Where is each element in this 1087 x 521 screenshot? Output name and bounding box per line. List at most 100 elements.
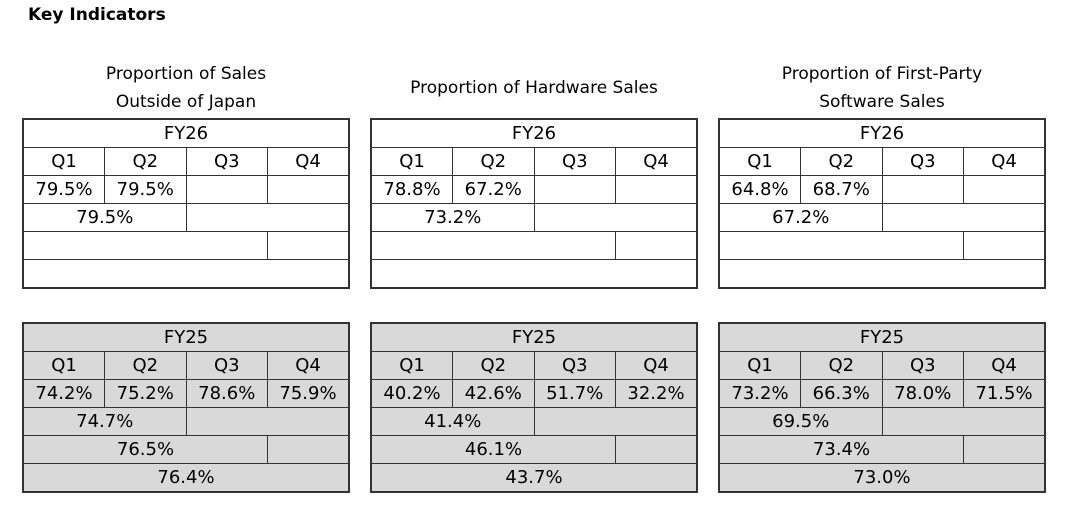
table-cell (533, 175, 616, 204)
table-row: Q1 Q2 Q3 Q4 (718, 147, 1046, 176)
table-cell (963, 231, 1046, 260)
table-cell: Q2 (452, 147, 535, 176)
table-cell (22, 259, 350, 289)
table-cell (370, 231, 616, 260)
table-row (718, 231, 1046, 260)
table-cell (718, 259, 1046, 289)
table-cell: 67.2% (452, 175, 535, 204)
table-cell: 78.6% (185, 379, 268, 408)
table-cell: Q2 (800, 147, 883, 176)
panel-title-line: Proportion of Hardware Sales (410, 78, 658, 98)
table-row: 79.5% 79.5% (22, 175, 350, 204)
table-row: FY26 (22, 118, 350, 148)
table-row: 76.4% (22, 463, 350, 493)
table-cell: 74.7% (22, 407, 187, 436)
table-cell (370, 259, 698, 289)
table-row: Q1 Q2 Q3 Q4 (370, 351, 698, 380)
table-cell: Q3 (533, 147, 616, 176)
table-cell: 32.2% (615, 379, 698, 408)
table-row: FY25 (22, 322, 350, 352)
table-row (718, 259, 1046, 289)
table-cell (615, 231, 698, 260)
table-cell: Q4 (615, 351, 698, 380)
table-row: 78.8% 67.2% (370, 175, 698, 204)
table-cell: 64.8% (718, 175, 801, 204)
table-cell (718, 231, 964, 260)
indicator-table: FY26 Q1 Q2 Q3 Q4 64.8% 68.7% 67.2% (718, 118, 1046, 289)
table-row (370, 231, 698, 260)
panel-title: Proportion of Hardware Sales (370, 60, 698, 116)
table-cell (185, 175, 268, 204)
table-cell: Q3 (881, 351, 964, 380)
panel-title-line: Software Sales (819, 92, 945, 112)
table-cell: Q3 (185, 351, 268, 380)
table-cell: Q1 (22, 147, 105, 176)
table-cell: FY25 (22, 322, 350, 352)
table-cell: 78.8% (370, 175, 453, 204)
table-cell: Q3 (881, 147, 964, 176)
table-row: 46.1% (370, 435, 698, 464)
table-cell: Q4 (267, 147, 350, 176)
table-cell: 51.7% (533, 379, 616, 408)
table-row (22, 231, 350, 260)
table-cell: 75.9% (267, 379, 350, 408)
panel-title-line: Proportion of First-Party (781, 64, 983, 84)
panel-title: Proportion of Sales Outside of Japan (22, 60, 350, 116)
table-row: 73.2% 66.3% 78.0% 71.5% (718, 379, 1046, 408)
table-row: 76.5% (22, 435, 350, 464)
table-row: FY26 (718, 118, 1046, 148)
table-cell: 79.5% (22, 175, 105, 204)
table-cell (185, 407, 350, 436)
table-row: 79.5% (22, 203, 350, 232)
table-cell: 73.0% (718, 463, 1046, 493)
table-row: FY25 (370, 322, 698, 352)
table-cell: FY25 (370, 322, 698, 352)
table-cell (185, 203, 350, 232)
table-cell: Q3 (533, 351, 616, 380)
table-cell: 73.2% (370, 203, 535, 232)
table-cell (267, 175, 350, 204)
table-cell: 42.6% (452, 379, 535, 408)
table-row: 67.2% (718, 203, 1046, 232)
table-cell: Q1 (718, 147, 801, 176)
table-cell: FY26 (370, 118, 698, 148)
table-cell: 73.4% (718, 435, 964, 464)
table-cell: 43.7% (370, 463, 698, 493)
table-cell: Q4 (963, 147, 1046, 176)
indicator-table: FY25 Q1 Q2 Q3 Q4 40.2% 42.6% 51.7% 32.2% 41.4% 46.… (370, 322, 698, 493)
table-cell (963, 175, 1046, 204)
table-cell: Q4 (615, 147, 698, 176)
table-row: 73.4% (718, 435, 1046, 464)
table-cell (615, 175, 698, 204)
table-cell (963, 435, 1046, 464)
table-cell: Q2 (452, 351, 535, 380)
table-row: 64.8% 68.7% (718, 175, 1046, 204)
table-cell: FY26 (22, 118, 350, 148)
indicator-table: FY25 Q1 Q2 Q3 Q4 74.2% 75.2% 78.6% 75.9% 74.7% 76.… (22, 322, 350, 493)
table-cell: 69.5% (718, 407, 883, 436)
table-cell: 76.4% (22, 463, 350, 493)
panel-title-line: Outside of Japan (115, 92, 257, 112)
table-cell: 73.2% (718, 379, 801, 408)
table-cell: Q1 (718, 351, 801, 380)
panel-title-line: Proportion of Sales (105, 64, 267, 84)
table-cell (881, 175, 964, 204)
table-cell: 71.5% (963, 379, 1046, 408)
table-row: 69.5% (718, 407, 1046, 436)
table-cell: Q1 (22, 351, 105, 380)
table-row: 73.0% (718, 463, 1046, 493)
table-cell: Q1 (370, 147, 453, 176)
table-row: 41.4% (370, 407, 698, 436)
table-row (22, 259, 350, 289)
table-cell: Q2 (104, 351, 187, 380)
table-row: Q1 Q2 Q3 Q4 (22, 351, 350, 380)
table-cell (881, 203, 1046, 232)
table-cell (22, 231, 268, 260)
table-cell (267, 435, 350, 464)
table-row: 74.7% (22, 407, 350, 436)
table-row: 73.2% (370, 203, 698, 232)
table-cell: 46.1% (370, 435, 616, 464)
table-cell: 67.2% (718, 203, 883, 232)
table-cell: 75.2% (104, 379, 187, 408)
table-cell: Q4 (267, 351, 350, 380)
